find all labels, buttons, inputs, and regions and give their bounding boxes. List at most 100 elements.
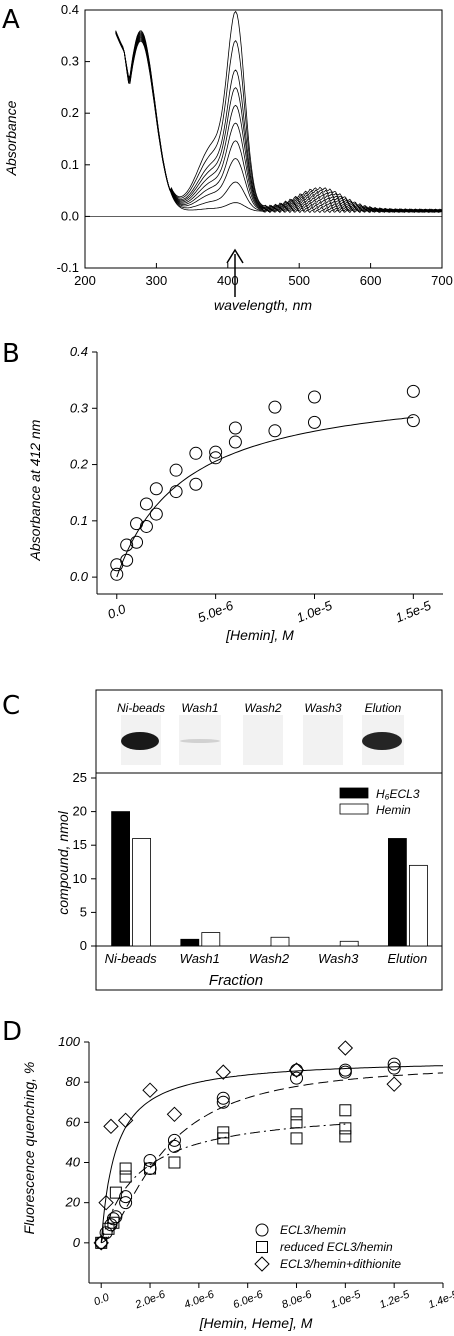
y-tick-label-b: 0.0 [70, 569, 89, 584]
y-tick-label-d: 20 [65, 1195, 81, 1210]
data-point-square [217, 1132, 230, 1145]
data-point [406, 384, 420, 398]
legend-swatch [339, 787, 369, 799]
blot-band [121, 732, 159, 750]
legend-swatch [339, 803, 369, 815]
data-point [169, 463, 183, 477]
panel-c-frame [95, 689, 443, 991]
bar [201, 932, 221, 947]
y-tick-label-c: 5 [80, 904, 87, 919]
blot-lane [243, 715, 283, 765]
data-point [307, 390, 321, 404]
bar [180, 938, 200, 947]
legend-label: Hemin [376, 803, 411, 817]
legend-label: ECL3/hemin [280, 1223, 346, 1237]
blot-lane-label: Wash3 [304, 701, 341, 715]
legend-d: ECL3/hemin reduced ECL3/hemin ECL3/hemin+d… [254, 1223, 401, 1272]
data-point-square [339, 1104, 352, 1117]
data-point [189, 477, 203, 491]
data-point-diamond [103, 1118, 119, 1135]
blot-band [362, 732, 402, 750]
data-point-square [168, 1156, 181, 1169]
y-tick-label-b: 0.3 [70, 400, 89, 415]
fit-curve [101, 1072, 444, 1244]
x-tick-label-a: 600 [360, 273, 382, 288]
data-point [307, 415, 321, 429]
data-point-diamond [215, 1064, 231, 1080]
x-tick-label-a: 700 [431, 273, 453, 288]
panel-label-d: D [2, 1017, 22, 1047]
arrow-annotation [226, 248, 244, 297]
spectrum-line [115, 10, 442, 213]
bar [132, 838, 152, 947]
data-point-square [290, 1116, 303, 1129]
panel-label-a: A [2, 5, 20, 35]
data-point [110, 567, 124, 581]
data-point-circle [167, 1139, 181, 1153]
fit-curve [100, 1123, 346, 1243]
data-point-diamond [93, 1235, 109, 1251]
data-point-square [256, 1241, 268, 1253]
data-point [130, 517, 144, 531]
data-point-diamond [337, 1040, 354, 1056]
x-tick-label-c: Ni-beads [105, 951, 158, 966]
data-point-circle [216, 1095, 230, 1109]
data-point-diamond [98, 1194, 114, 1211]
x-tick-label-c: Wash3 [318, 951, 359, 966]
data-point-circle [387, 1061, 401, 1075]
data-point [209, 445, 223, 459]
x-axis-label-c: Fraction [209, 972, 263, 989]
bar [339, 940, 359, 947]
data-point-square [217, 1126, 230, 1139]
data-point [139, 519, 153, 533]
western-blot: Ni-beads Wash1 Wash2 Wash3 Elution [117, 701, 404, 765]
data-point [406, 414, 420, 428]
data-point-diamond [386, 1076, 402, 1092]
data-point-square [109, 1186, 122, 1199]
data-point-square [119, 1170, 132, 1183]
x-tick-label-a: 400 [217, 273, 239, 288]
y-tick-label-d: 60 [66, 1114, 81, 1129]
data-point-circle [167, 1133, 181, 1147]
y-axis-label-b: Absorbance at 412 nm [27, 419, 43, 561]
data-point [189, 446, 203, 460]
x-axis-label-d: [Hemin, Heme], M [199, 1315, 313, 1331]
y-tick-label-d: 0 [73, 1235, 81, 1250]
data-point-square [290, 1108, 303, 1121]
y-tick-label-c: 0 [80, 938, 87, 953]
bar [270, 936, 290, 947]
plot-frame-a [84, 9, 443, 269]
data-point-circle [255, 1223, 269, 1237]
y-tick-label-a: 0.3 [61, 54, 79, 69]
data-point-circle [99, 1226, 113, 1240]
data-point [149, 507, 163, 521]
data-point-square [339, 1122, 352, 1135]
data-point-square [95, 1236, 108, 1249]
y-tick-label-c: 25 [73, 770, 87, 785]
y-tick-label-a: 0.2 [61, 105, 79, 120]
blot-lane-label: Ni-beads [117, 701, 165, 715]
x-tick-label-a: 500 [288, 273, 310, 288]
legend-label: H₆ECL3 [376, 787, 420, 801]
x-tick-label-d: 0.0 [92, 1291, 111, 1308]
data-point-circle [119, 1190, 133, 1204]
x-tick-label-c: Wash1 [180, 951, 220, 966]
data-point-square [102, 1222, 115, 1235]
data-point [228, 421, 242, 435]
data-point [268, 424, 282, 438]
data-point-circle [387, 1057, 401, 1071]
x-tick-label-a: 200 [74, 273, 96, 288]
y-axis-label-a: Absorbance [3, 100, 19, 176]
data-point-circle [216, 1091, 230, 1105]
y-tick-label-c: 10 [73, 871, 87, 886]
blot-lane [303, 715, 343, 765]
panel-label-c: C [2, 691, 20, 721]
data-point-diamond [166, 1106, 183, 1123]
x-tick-label-a: 300 [146, 273, 168, 288]
legend-label: ECL3/hemin+dithionite [280, 1257, 401, 1271]
fit-curve [100, 1065, 443, 1243]
data-point-circle [109, 1210, 123, 1224]
data-point-square [290, 1132, 303, 1145]
